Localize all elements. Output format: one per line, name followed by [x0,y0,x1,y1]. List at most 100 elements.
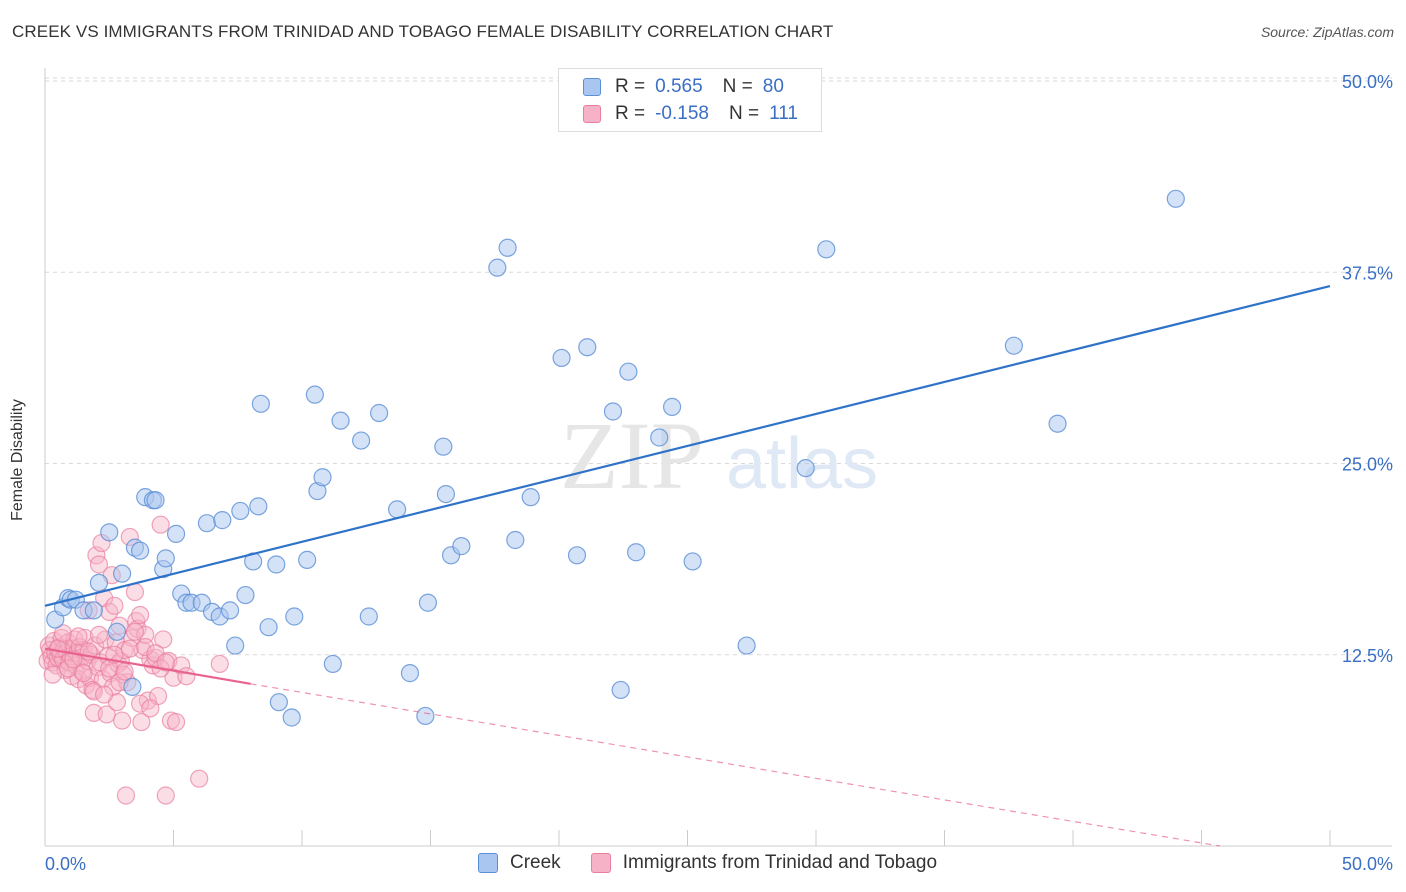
creek-point [236,585,255,605]
creek-point [313,468,332,487]
trinidad-point [69,627,88,646]
trinidad-point [53,624,73,643]
trinidad-point [89,625,109,644]
gridlines [45,77,1392,656]
trinidad-r-value: -0.158 [655,103,709,124]
creek-point [370,403,389,423]
creek-point [1166,189,1185,208]
creek-point [683,552,702,571]
creek-point [578,338,597,357]
trinidad-point [141,699,160,718]
creek-point [156,549,175,568]
creek-point [436,485,456,504]
trinidad-r-label: R = [615,103,646,124]
creek-n-label: N = [722,76,753,97]
series-legend: Creek Immigrants from Trinidad and Tobag… [478,852,967,874]
trinidad-swatch [583,105,601,123]
creek-legend-label: Creek [510,852,561,873]
trinidad-point [112,711,132,730]
creek-point [231,501,250,521]
trinidad-point [136,637,155,657]
creek-point [331,411,350,430]
creek-point [197,514,217,533]
creek-r-value: 0.565 [655,76,703,97]
creek-point [112,564,132,583]
creek-point [1048,414,1067,433]
trinidad-legend-label: Immigrants from Trinidad and Tobago [622,852,938,873]
creek-point [506,530,525,550]
creek-point [400,664,420,683]
creek-point [100,523,119,542]
creek-legend-swatch [478,853,498,873]
creek-point [166,524,186,543]
stats-legend: R = 0.565 N = 80 R = -0.158 N = 111 [558,68,822,132]
creek-point [298,550,317,569]
creek-point [352,431,371,450]
creek-point [1004,336,1023,355]
trinidad-point [43,665,62,684]
trinidad-point [130,605,150,625]
creek-n-value: 80 [762,76,784,97]
creek-point [359,607,378,626]
creek-point [220,601,240,620]
trinidad-trend-extension [250,683,1221,847]
trinidad-point [115,662,134,681]
creek-r-label: R = [615,76,646,97]
creek-point [817,240,836,259]
trinidad-point [172,656,191,675]
trinidad-series [38,515,229,805]
creek-point [226,636,245,655]
creek-point [89,573,109,592]
trinidad-n-label: N = [728,103,760,124]
trinidad-point [132,712,151,732]
creek-point [305,385,324,404]
trinidad-point [120,639,139,658]
creek-series [46,189,1185,727]
trinidad-point [210,654,229,674]
creek-point [323,654,342,674]
creek-point [387,500,407,519]
axes [44,68,1392,847]
watermark: ZIP atlas [560,402,878,509]
legend-row-creek: R = 0.565 N = 80 [583,75,784,99]
creek-point [251,394,270,413]
creek-point [213,511,232,530]
creek-point [146,491,165,510]
creek-swatch [583,78,601,96]
trinidad-point [116,786,136,805]
creek-point [552,348,571,368]
creek-point [123,677,142,696]
chart-title: CREEK VS IMMIGRANTS FROM TRINIDAD AND TO… [12,22,834,41]
creek-point [488,258,507,277]
trinidad-point [95,685,114,704]
trinidad-point [75,628,94,648]
creek-point [619,362,638,381]
legend-item-trinidad: Immigrants from Trinidad and Tobago [590,852,938,874]
creek-point [521,488,540,507]
creek-point [796,458,815,478]
creek-point [626,543,646,562]
creek-point [267,555,286,574]
trinidad-point [105,596,124,615]
trinidad-point [166,712,186,732]
creek-point [434,437,453,456]
y-tick-label: 50.0% [1342,72,1393,92]
trinidad-point [125,582,145,602]
trinidad-point [125,622,145,641]
trinidad-n-value: 111 [769,103,798,124]
trinidad-point [89,555,109,574]
trinidad-point [48,639,67,658]
source-label: Source: ZipAtlas.com [1260,24,1394,40]
trinidad-trend-line [44,647,251,685]
x-tick-label: 50.0% [1342,854,1393,874]
creek-point [567,546,587,565]
trinidad-point [130,694,150,713]
trend-lines [44,284,1331,847]
creek-point [107,622,127,641]
trinidad-point [156,786,175,805]
creek-point [285,607,304,626]
creek-point [84,601,103,620]
trinidad-point [74,664,93,683]
creek-point [416,706,435,726]
